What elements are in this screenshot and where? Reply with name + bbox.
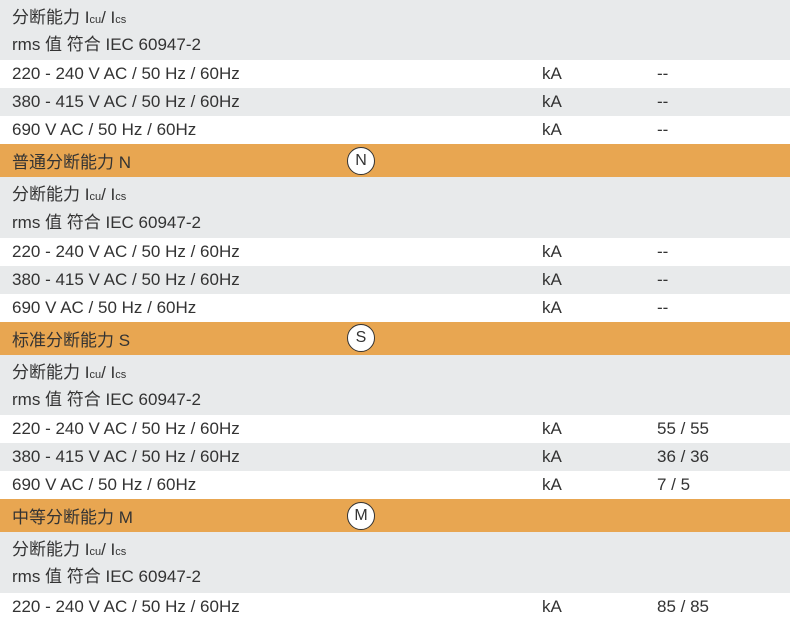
value-label: --	[657, 120, 778, 140]
section-subheader: 分断能力 Icu / Ics rms 值 符合 IEC 60947-2	[0, 355, 790, 415]
breaking-capacity-prefix: 分断能力 I	[12, 181, 89, 208]
section-subheader: 分断能力 Icu / Ics rms 值 符合 IEC 60947-2	[0, 177, 790, 237]
top-header-label: 分断能力 Icu / Ics rms 值 符合 IEC 60947-2	[12, 4, 542, 58]
section-subheader-label: 分断能力 Icu / Ics rms 值 符合 IEC 60947-2	[12, 181, 542, 235]
data-row: 380 - 415 V AC / 50 Hz / 60HzkA36 / 36	[0, 443, 790, 471]
sub-cs: cs	[115, 544, 126, 562]
rms-label: rms 值 符合 IEC 60947-2	[12, 390, 201, 409]
top-header-row: 分断能力 Icu / Ics rms 值 符合 IEC 60947-2	[0, 0, 790, 60]
data-row: 220 - 240 V AC / 50 Hz / 60HzkA85 / 85	[0, 593, 790, 621]
value-label: 36 / 36	[657, 447, 778, 467]
voltage-label: 220 - 240 V AC / 50 Hz / 60Hz	[12, 64, 542, 84]
sub-cu: cu	[89, 189, 101, 207]
data-row: 220 - 240 V AC / 50 Hz / 60HzkA--	[0, 60, 790, 88]
mid-slash: / I	[101, 359, 115, 386]
value-label: --	[657, 242, 778, 262]
sections-container: 普通分断能力 NN分断能力 Icu / Icsrms 值 符合 IEC 6094…	[0, 144, 790, 620]
data-row: 690 V AC / 50 Hz / 60HzkA7 / 5	[0, 471, 790, 499]
voltage-label: 220 - 240 V AC / 50 Hz / 60Hz	[12, 597, 542, 617]
circle-letter-icon: M	[347, 502, 375, 530]
voltage-label: 380 - 415 V AC / 50 Hz / 60Hz	[12, 92, 542, 112]
rms-label: rms 值 符合 IEC 60947-2	[12, 35, 201, 54]
value-label: 55 / 55	[657, 419, 778, 439]
mid-slash: / I	[101, 536, 115, 563]
voltage-label: 220 - 240 V AC / 50 Hz / 60Hz	[12, 242, 542, 262]
section-title: 普通分断能力 N	[12, 148, 542, 173]
unit-label: kA	[542, 475, 657, 495]
unit-label: kA	[542, 120, 657, 140]
voltage-label: 690 V AC / 50 Hz / 60Hz	[12, 475, 542, 495]
section-title: 标准分断能力 S	[12, 326, 542, 351]
section-header: 标准分断能力 SS	[0, 322, 790, 355]
data-row: 690 V AC / 50 Hz / 60HzkA--	[0, 116, 790, 144]
mid-slash: / I	[101, 4, 115, 31]
unit-label: kA	[542, 270, 657, 290]
sub-cu: cu	[89, 367, 101, 385]
data-row: 220 - 240 V AC / 50 Hz / 60HzkA55 / 55	[0, 415, 790, 443]
data-row: 380 - 415 V AC / 50 Hz / 60HzkA--	[0, 266, 790, 294]
unit-label: kA	[542, 242, 657, 262]
unit-label: kA	[542, 298, 657, 318]
spec-table: 分断能力 Icu / Ics rms 值 符合 IEC 60947-2 220 …	[0, 0, 790, 621]
sub-cs: cs	[115, 367, 126, 385]
data-row: 220 - 240 V AC / 50 Hz / 60HzkA--	[0, 238, 790, 266]
sub-cs: cs	[115, 12, 126, 30]
value-label: 7 / 5	[657, 475, 778, 495]
value-label: 85 / 85	[657, 597, 778, 617]
section-subheader-label: 分断能力 Icu / Ics rms 值 符合 IEC 60947-2	[12, 536, 542, 590]
breaking-capacity-prefix: 分断能力 I	[12, 4, 89, 31]
voltage-label: 220 - 240 V AC / 50 Hz / 60Hz	[12, 419, 542, 439]
rms-label: rms 值 符合 IEC 60947-2	[12, 567, 201, 586]
unit-label: kA	[542, 447, 657, 467]
section-title: 中等分断能力 M	[12, 503, 542, 528]
value-label: --	[657, 64, 778, 84]
top-rows-container: 220 - 240 V AC / 50 Hz / 60HzkA--380 - 4…	[0, 60, 790, 144]
voltage-label: 690 V AC / 50 Hz / 60Hz	[12, 298, 542, 318]
circle-letter-icon: N	[347, 147, 375, 175]
breaking-capacity-prefix: 分断能力 I	[12, 536, 89, 563]
unit-label: kA	[542, 597, 657, 617]
unit-label: kA	[542, 92, 657, 112]
value-label: --	[657, 270, 778, 290]
voltage-label: 690 V AC / 50 Hz / 60Hz	[12, 120, 542, 140]
sub-cu: cu	[89, 544, 101, 562]
section-subheader-label: 分断能力 Icu / Ics rms 值 符合 IEC 60947-2	[12, 359, 542, 413]
mid-slash: / I	[101, 181, 115, 208]
value-label: --	[657, 298, 778, 318]
unit-label: kA	[542, 64, 657, 84]
sub-cu: cu	[89, 12, 101, 30]
rms-label: rms 值 符合 IEC 60947-2	[12, 213, 201, 232]
data-row: 380 - 415 V AC / 50 Hz / 60HzkA--	[0, 88, 790, 116]
section-header: 普通分断能力 NN	[0, 144, 790, 177]
section-subheader: 分断能力 Icu / Ics rms 值 符合 IEC 60947-2	[0, 532, 790, 592]
data-row: 690 V AC / 50 Hz / 60HzkA--	[0, 294, 790, 322]
section-header: 中等分断能力 MM	[0, 499, 790, 532]
sub-cs: cs	[115, 189, 126, 207]
breaking-capacity-prefix: 分断能力 I	[12, 359, 89, 386]
unit-label: kA	[542, 419, 657, 439]
voltage-label: 380 - 415 V AC / 50 Hz / 60Hz	[12, 270, 542, 290]
value-label: --	[657, 92, 778, 112]
voltage-label: 380 - 415 V AC / 50 Hz / 60Hz	[12, 447, 542, 467]
